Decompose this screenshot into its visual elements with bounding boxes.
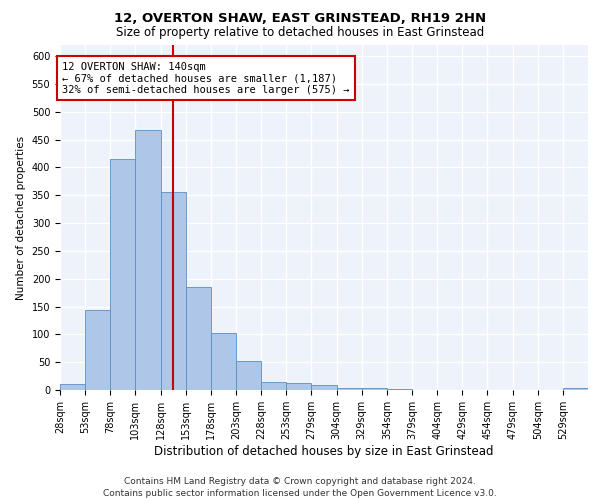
Bar: [136, 130, 161, 390]
Text: 12, OVERTON SHAW, EAST GRINSTEAD, RH19 2HN: 12, OVERTON SHAW, EAST GRINSTEAD, RH19 2…: [114, 12, 486, 26]
Bar: [337, 388, 362, 390]
Bar: [286, 384, 311, 390]
Bar: [211, 333, 236, 390]
X-axis label: Distribution of detached houses by size in East Grinstead: Distribution of detached houses by size …: [154, 444, 494, 458]
Bar: [60, 384, 85, 390]
Bar: [236, 360, 261, 390]
Bar: [261, 382, 286, 390]
Bar: [563, 388, 588, 390]
Bar: [85, 310, 110, 390]
Y-axis label: Number of detached properties: Number of detached properties: [16, 136, 26, 300]
Bar: [186, 287, 211, 390]
Text: 12 OVERTON SHAW: 140sqm
← 67% of detached houses are smaller (1,187)
32% of semi: 12 OVERTON SHAW: 140sqm ← 67% of detache…: [62, 62, 350, 95]
Text: Contains HM Land Registry data © Crown copyright and database right 2024.
Contai: Contains HM Land Registry data © Crown c…: [103, 476, 497, 498]
Bar: [362, 388, 387, 390]
Text: Size of property relative to detached houses in East Grinstead: Size of property relative to detached ho…: [116, 26, 484, 39]
Bar: [161, 192, 186, 390]
Bar: [311, 385, 337, 390]
Bar: [110, 159, 136, 390]
Bar: [387, 389, 412, 390]
